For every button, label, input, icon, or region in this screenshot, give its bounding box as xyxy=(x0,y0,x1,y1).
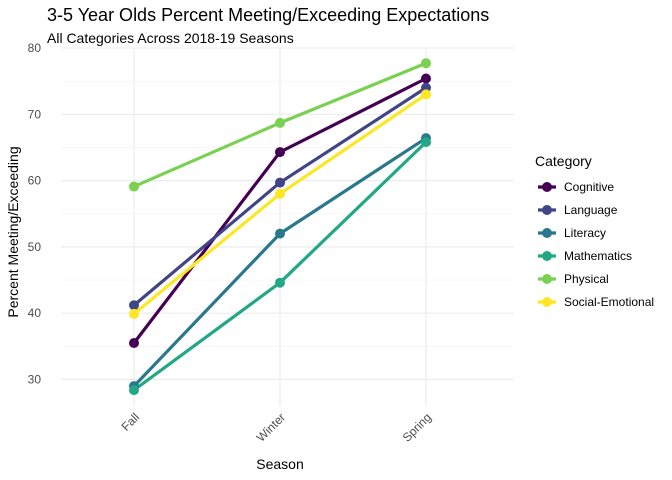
data-point xyxy=(275,147,285,158)
data-point xyxy=(129,300,139,311)
legend-key-point xyxy=(542,297,552,307)
legend-key-point xyxy=(542,205,552,215)
x-axis-title: Season xyxy=(256,456,303,472)
data-point xyxy=(275,177,285,188)
y-tick-label: 80 xyxy=(28,41,42,55)
y-tick-labels: 30 40 50 60 70 80 xyxy=(28,41,42,386)
data-point xyxy=(129,385,139,396)
y-tick-label: 70 xyxy=(28,107,42,121)
legend-label: Language xyxy=(564,203,618,217)
data-point xyxy=(421,137,431,148)
legend-label: Mathematics xyxy=(564,249,632,263)
legend-label: Social-Emotional xyxy=(564,295,654,309)
data-point xyxy=(275,117,285,128)
y-tick-label: 30 xyxy=(28,372,42,386)
data-point xyxy=(275,188,285,199)
y-tick-label: 40 xyxy=(28,306,42,320)
series-points xyxy=(129,58,431,396)
legend: Cognitive Language Literacy Mathematics Phys… xyxy=(538,180,654,309)
data-point xyxy=(275,277,285,288)
x-tick-labels: Fall Winter Spring xyxy=(119,410,435,444)
y-tick-label: 60 xyxy=(28,174,42,188)
data-point xyxy=(129,308,139,319)
data-point xyxy=(421,58,431,69)
legend-key-point xyxy=(542,182,552,192)
legend-key-point xyxy=(542,228,552,238)
chart-title: 3-5 Year Olds Percent Meeting/Exceeding … xyxy=(47,5,489,25)
legend-key-point xyxy=(542,274,552,284)
x-tick-label: Winter xyxy=(254,410,288,444)
legend-key-point xyxy=(542,251,552,261)
data-point xyxy=(421,89,431,100)
legend-label: Physical xyxy=(564,272,609,286)
legend-label: Cognitive xyxy=(564,180,614,194)
y-axis-title: Percent Meeting/Exceeding xyxy=(5,146,21,317)
x-tick-label: Fall xyxy=(119,410,143,434)
data-point xyxy=(421,73,431,84)
data-point xyxy=(129,181,139,192)
grid xyxy=(61,47,514,406)
data-point xyxy=(275,228,285,239)
data-point xyxy=(129,338,139,349)
chart-subtitle: All Categories Across 2018-19 Seasons xyxy=(47,30,294,46)
x-tick-label: Spring xyxy=(400,410,434,444)
legend-title: Category xyxy=(535,153,592,169)
y-tick-label: 50 xyxy=(28,240,42,254)
legend-label: Literacy xyxy=(564,226,606,240)
